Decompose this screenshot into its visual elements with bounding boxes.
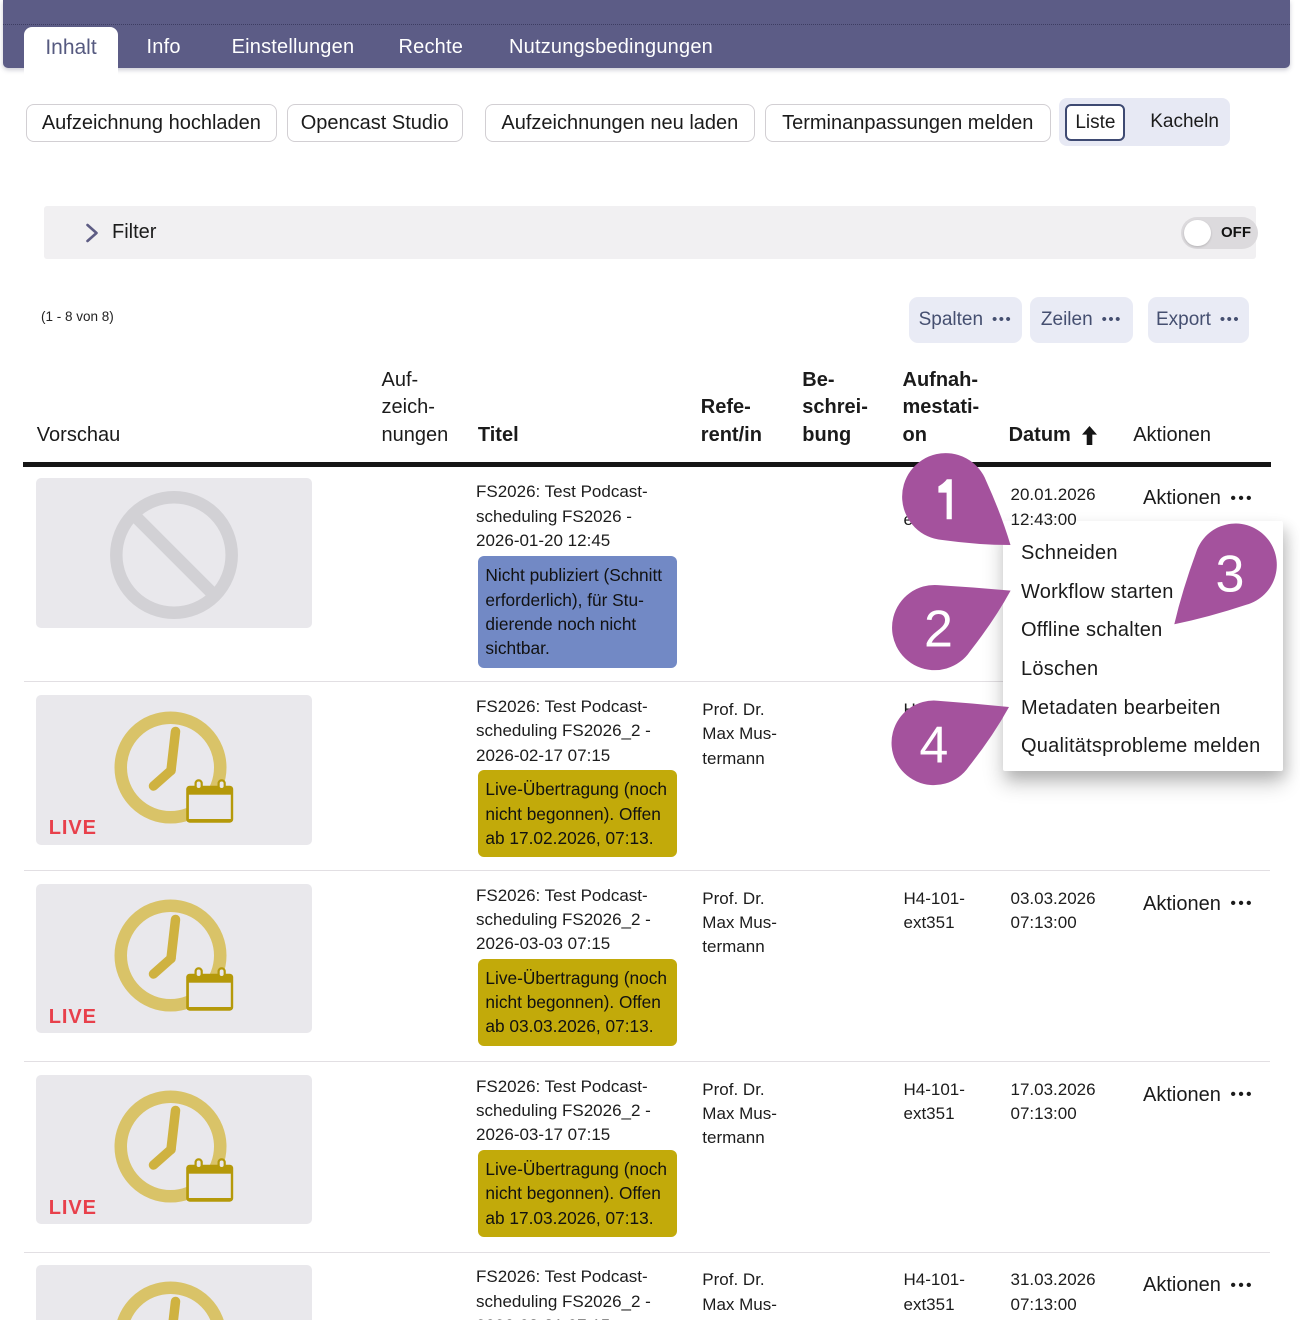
svg-text:2: 2	[924, 600, 953, 658]
